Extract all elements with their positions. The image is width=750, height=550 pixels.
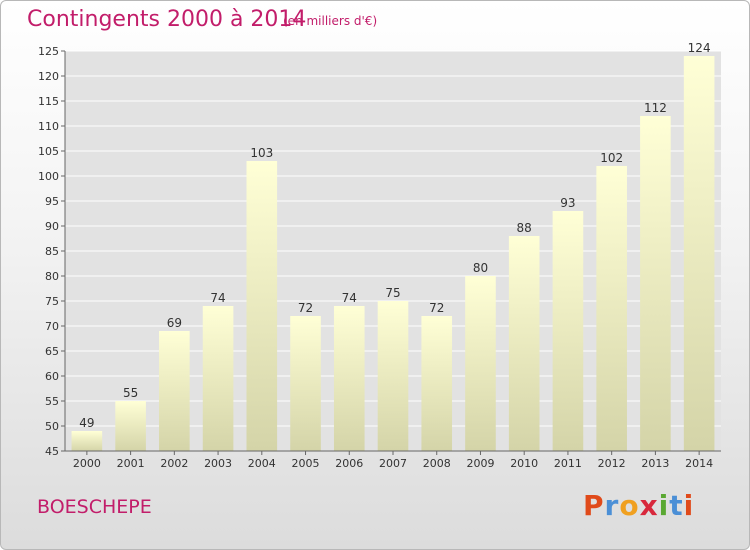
y-tick-label: 70 [45, 320, 59, 333]
x-tick-label: 2002 [160, 457, 188, 470]
y-tick-label: 120 [38, 70, 59, 83]
data-label: 74 [342, 291, 357, 305]
x-tick-label: 2011 [554, 457, 582, 470]
x-tick-label: 2009 [466, 457, 494, 470]
bar [552, 211, 584, 451]
x-tick-label: 2008 [423, 457, 451, 470]
y-tick-label: 105 [38, 145, 59, 158]
data-label: 88 [517, 221, 532, 235]
x-tick-label: 2003 [204, 457, 232, 470]
logo-letter: i [658, 489, 670, 522]
bar [683, 56, 715, 451]
bar [71, 431, 103, 451]
x-tick-label: 2000 [73, 457, 101, 470]
data-label: 112 [644, 101, 667, 115]
x-tick-label: 2004 [248, 457, 276, 470]
data-label: 74 [210, 291, 225, 305]
x-tick-label: 2012 [598, 457, 626, 470]
data-label: 124 [688, 41, 711, 55]
bar [115, 401, 146, 451]
y-tick-label: 50 [45, 420, 59, 433]
bar [377, 301, 409, 451]
chart-title: Contingents 2000 à 2014 [27, 7, 307, 32]
bar [596, 166, 627, 451]
data-label: 93 [560, 196, 575, 210]
x-tick-label: 2006 [335, 457, 363, 470]
y-tick-label: 75 [45, 295, 59, 308]
x-tick-label: 2010 [510, 457, 538, 470]
x-tick-label: 2013 [641, 457, 669, 470]
bar [508, 236, 540, 451]
logo-letter: i [683, 489, 695, 522]
bar [290, 316, 321, 451]
proxiti-logo: Proxiti [583, 489, 694, 522]
data-label: 75 [385, 286, 400, 300]
logo-letter: x [639, 489, 659, 522]
y-tick-label: 85 [45, 245, 59, 258]
x-tick-label: 2007 [379, 457, 407, 470]
logo-letter: o [619, 489, 640, 522]
logo-letter: r [604, 489, 620, 522]
y-tick-label: 45 [45, 445, 59, 458]
bar [640, 116, 671, 451]
bar [421, 316, 453, 451]
data-label: 80 [473, 261, 488, 275]
bar [159, 331, 190, 451]
data-label: 49 [79, 416, 94, 430]
data-label: 72 [298, 301, 313, 315]
y-tick-label: 60 [45, 370, 59, 383]
x-tick-label: 2005 [292, 457, 320, 470]
x-tick-label: 2014 [685, 457, 713, 470]
x-tick-label: 2001 [117, 457, 145, 470]
y-tick-label: 115 [38, 95, 59, 108]
logo-letter: t [669, 489, 684, 522]
bar [333, 306, 365, 451]
y-tick-label: 80 [45, 270, 59, 283]
logo-letter: P [583, 489, 605, 522]
y-tick-label: 110 [38, 120, 59, 133]
data-label: 69 [167, 316, 182, 330]
chart-subtitle: (en milliers d'€) [283, 14, 378, 28]
bar [465, 276, 496, 451]
data-label: 55 [123, 386, 138, 400]
bar [246, 161, 278, 451]
y-tick-label: 90 [45, 220, 59, 233]
commune-name: BOESCHEPE [37, 496, 152, 518]
data-label: 103 [250, 146, 273, 160]
y-tick-label: 125 [38, 45, 59, 58]
data-label: 102 [600, 151, 623, 165]
y-tick-label: 95 [45, 195, 59, 208]
data-label: 72 [429, 301, 444, 315]
y-tick-label: 100 [38, 170, 59, 183]
y-tick-label: 55 [45, 395, 59, 408]
y-tick-label: 65 [45, 345, 59, 358]
bar [202, 306, 234, 451]
